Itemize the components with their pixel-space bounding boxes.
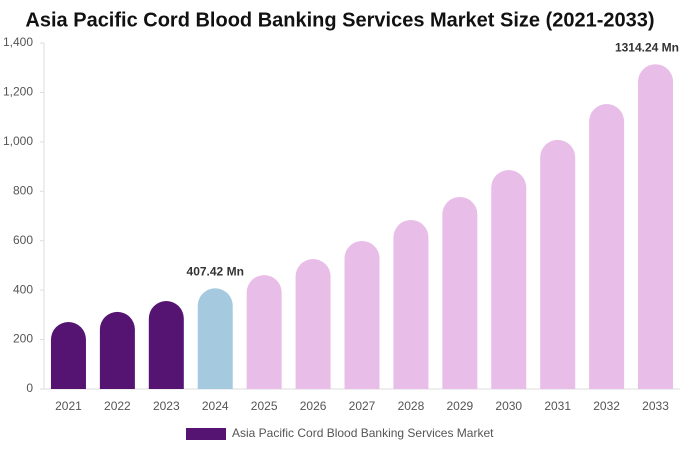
bar xyxy=(442,196,478,389)
value-label: 1314.24 Mn xyxy=(615,40,679,54)
x-tick-label: 2032 xyxy=(593,399,620,413)
bar xyxy=(295,259,331,389)
y-tick-label: 1,200 xyxy=(3,85,33,99)
x-tick-label: 2021 xyxy=(55,399,82,413)
legend-swatch xyxy=(186,428,226,440)
bar xyxy=(99,311,135,389)
bar xyxy=(246,275,282,389)
x-tick-label: 2029 xyxy=(446,399,473,413)
y-tick-label: 1,400 xyxy=(3,35,33,49)
legend-label: Asia Pacific Cord Blood Banking Services… xyxy=(232,426,494,440)
bar xyxy=(491,170,527,389)
y-tick-label: 1,000 xyxy=(3,134,33,148)
x-tick-label: 2023 xyxy=(153,399,180,413)
x-tick-label: 2024 xyxy=(202,399,229,413)
x-tick-label: 2025 xyxy=(251,399,278,413)
bar xyxy=(148,301,184,389)
x-tick-label: 2027 xyxy=(349,399,376,413)
bar xyxy=(50,322,86,389)
bar xyxy=(344,240,380,389)
bar xyxy=(540,139,576,389)
bar xyxy=(638,64,674,389)
x-tick-label: 2028 xyxy=(398,399,425,413)
x-tick-label: 2026 xyxy=(300,399,327,413)
value-label: 407.42 Mn xyxy=(187,264,244,278)
chart-title: Asia Pacific Cord Blood Banking Services… xyxy=(25,9,654,31)
y-tick-label: 200 xyxy=(13,332,33,346)
y-tick-label: 800 xyxy=(13,183,33,197)
bar xyxy=(589,104,625,390)
y-tick-label: 600 xyxy=(13,233,33,247)
bar xyxy=(197,288,233,389)
x-tick-label: 2031 xyxy=(544,399,571,413)
y-tick-label: 400 xyxy=(13,282,33,296)
bar xyxy=(393,219,429,389)
x-tick-label: 2033 xyxy=(642,399,669,413)
x-tick-label: 2022 xyxy=(104,399,131,413)
x-tick-label: 2030 xyxy=(495,399,522,413)
y-tick-label: 0 xyxy=(26,381,33,395)
